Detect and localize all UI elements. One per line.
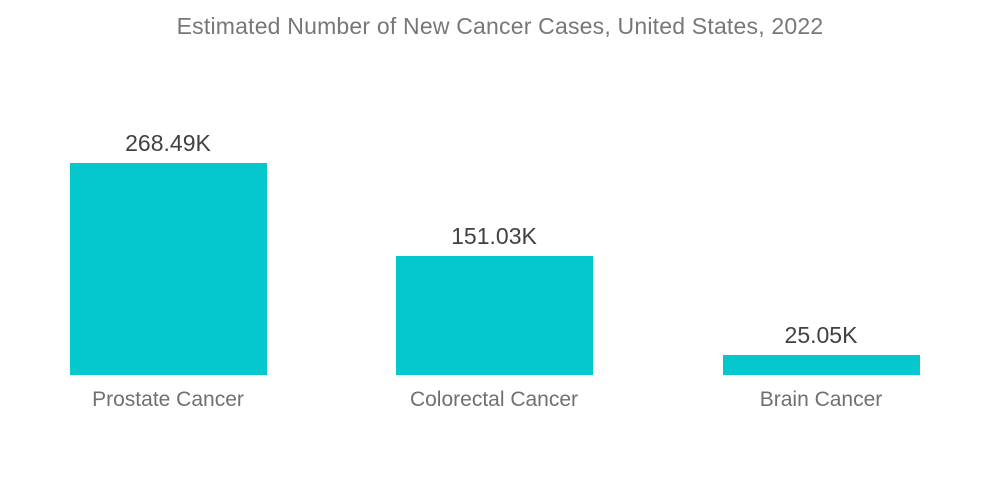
bar-group-brain-cancer: 25.05K Brain Cancer	[722, 322, 920, 411]
bar-value-label: 268.49K	[125, 130, 211, 156]
bar-group-colorectal-cancer: 151.03K Colorectal Cancer	[395, 223, 593, 411]
bar-category-label: Colorectal Cancer	[409, 388, 579, 411]
bar-value-label: 151.03K	[451, 223, 537, 249]
bar	[722, 355, 920, 375]
chart-title: Estimated Number of New Cancer Cases, Un…	[176, 13, 824, 39]
bar-group-prostate-cancer: 268.49K Prostate Cancer	[69, 130, 267, 411]
bar	[69, 163, 267, 375]
bar-value-label: 25.05K	[784, 322, 858, 348]
bar-category-label: Brain Cancer	[759, 388, 883, 411]
bar	[395, 256, 593, 375]
bar-category-label: Prostate Cancer	[92, 388, 244, 411]
